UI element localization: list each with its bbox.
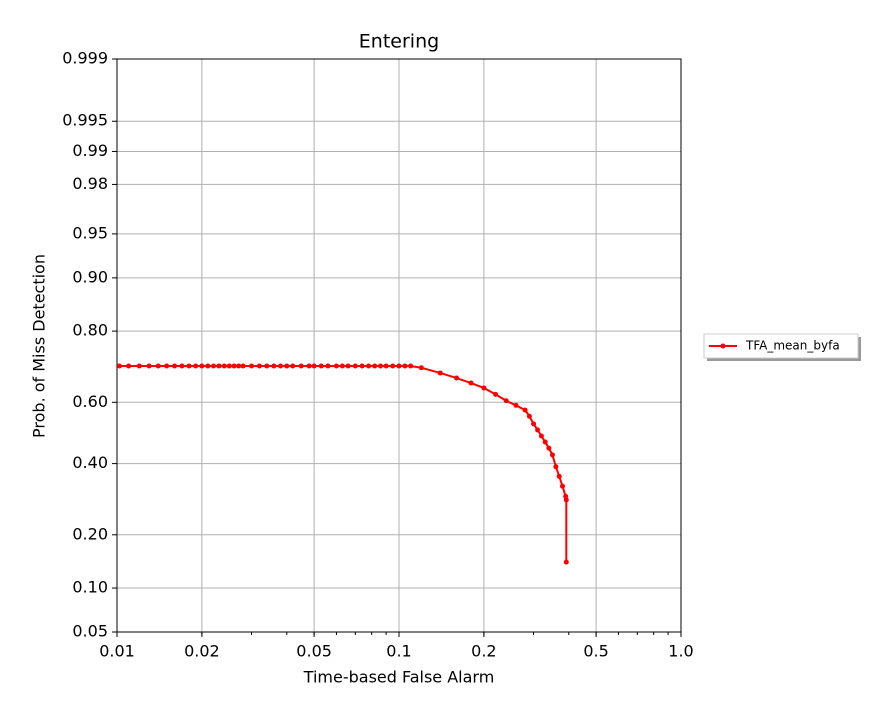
y-tick-label: 0.20 <box>72 524 108 543</box>
data-point <box>221 363 227 369</box>
y-tick-label: 0.90 <box>72 267 108 286</box>
y-tick-label: 0.95 <box>72 223 108 242</box>
data-point <box>378 363 384 369</box>
data-point <box>205 363 211 369</box>
data-point <box>526 413 532 419</box>
data-point <box>116 363 122 369</box>
data-point <box>549 452 555 458</box>
data-point <box>290 363 296 369</box>
data-point <box>193 363 199 369</box>
data-point <box>556 473 562 479</box>
data-point <box>172 363 178 369</box>
legend-marker <box>720 343 726 349</box>
data-point <box>563 559 569 565</box>
data-point <box>231 363 237 369</box>
data-point <box>390 363 396 369</box>
data-point <box>418 365 424 371</box>
x-tick-label: 0.02 <box>184 642 220 661</box>
data-point <box>538 433 544 439</box>
data-point <box>186 363 192 369</box>
data-point <box>226 363 232 369</box>
x-tick-label: 0.1 <box>386 642 411 661</box>
data-point <box>503 398 509 404</box>
x-tick-label: 0.05 <box>296 642 332 661</box>
data-point <box>277 363 283 369</box>
chart-title: Entering <box>359 31 439 53</box>
data-point <box>468 380 474 386</box>
data-point <box>546 445 552 451</box>
data-point <box>352 363 358 369</box>
data-point <box>437 370 443 376</box>
y-tick-label: 0.05 <box>72 622 108 641</box>
data-point <box>249 363 255 369</box>
data-point <box>559 483 565 489</box>
data-point <box>199 363 205 369</box>
data-point <box>531 421 537 427</box>
data-point <box>396 363 402 369</box>
y-tick-label: 0.40 <box>72 453 108 472</box>
data-point <box>179 363 185 369</box>
data-point <box>339 363 345 369</box>
data-point <box>136 363 142 369</box>
data-point <box>408 363 414 369</box>
data-point <box>298 363 304 369</box>
data-point <box>359 363 365 369</box>
y-tick-label: 0.10 <box>72 578 108 597</box>
data-point <box>325 363 331 369</box>
data-point <box>271 363 277 369</box>
data-point <box>542 439 548 445</box>
data-point <box>383 363 389 369</box>
data-point <box>366 363 372 369</box>
data-point <box>535 427 541 433</box>
data-point <box>454 375 460 381</box>
plot-frame <box>116 58 682 633</box>
x-tick-label: 1.0 <box>668 642 693 661</box>
data-point <box>318 363 324 369</box>
data-point <box>513 402 519 408</box>
y-tick-label: 0.995 <box>62 111 108 130</box>
data-point <box>236 363 242 369</box>
data-point <box>264 363 270 369</box>
data-point <box>345 363 351 369</box>
x-axis-label: Time-based False Alarm <box>303 668 495 687</box>
data-point <box>284 363 290 369</box>
data-point <box>402 363 408 369</box>
y-tick-label: 0.60 <box>72 392 108 411</box>
y-tick-label: 0.99 <box>72 141 108 160</box>
data-point <box>563 497 569 503</box>
data-point <box>216 363 222 369</box>
y-tick-label: 0.98 <box>72 174 108 193</box>
y-tick-label: 0.80 <box>72 321 108 340</box>
data-point <box>553 464 559 470</box>
x-tick-label: 0.01 <box>99 642 135 661</box>
data-point <box>372 363 378 369</box>
data-point <box>256 363 262 369</box>
x-tick-label: 0.2 <box>471 642 496 661</box>
data-point <box>493 391 499 397</box>
data-point <box>240 363 246 369</box>
data-point <box>311 363 317 369</box>
data-point <box>126 363 132 369</box>
data-point <box>164 363 170 369</box>
x-tick-label: 0.5 <box>583 642 608 661</box>
data-point <box>481 385 487 391</box>
data-point <box>211 363 217 369</box>
legend-label: TFA_mean_byfa <box>745 339 840 353</box>
y-tick-label: 0.999 <box>62 49 108 68</box>
data-point <box>306 363 312 369</box>
data-point <box>146 363 152 369</box>
data-point <box>522 407 528 413</box>
data-point <box>333 363 339 369</box>
data-point <box>155 363 161 369</box>
y-axis-label: Prob. of Miss Detection <box>30 254 49 438</box>
